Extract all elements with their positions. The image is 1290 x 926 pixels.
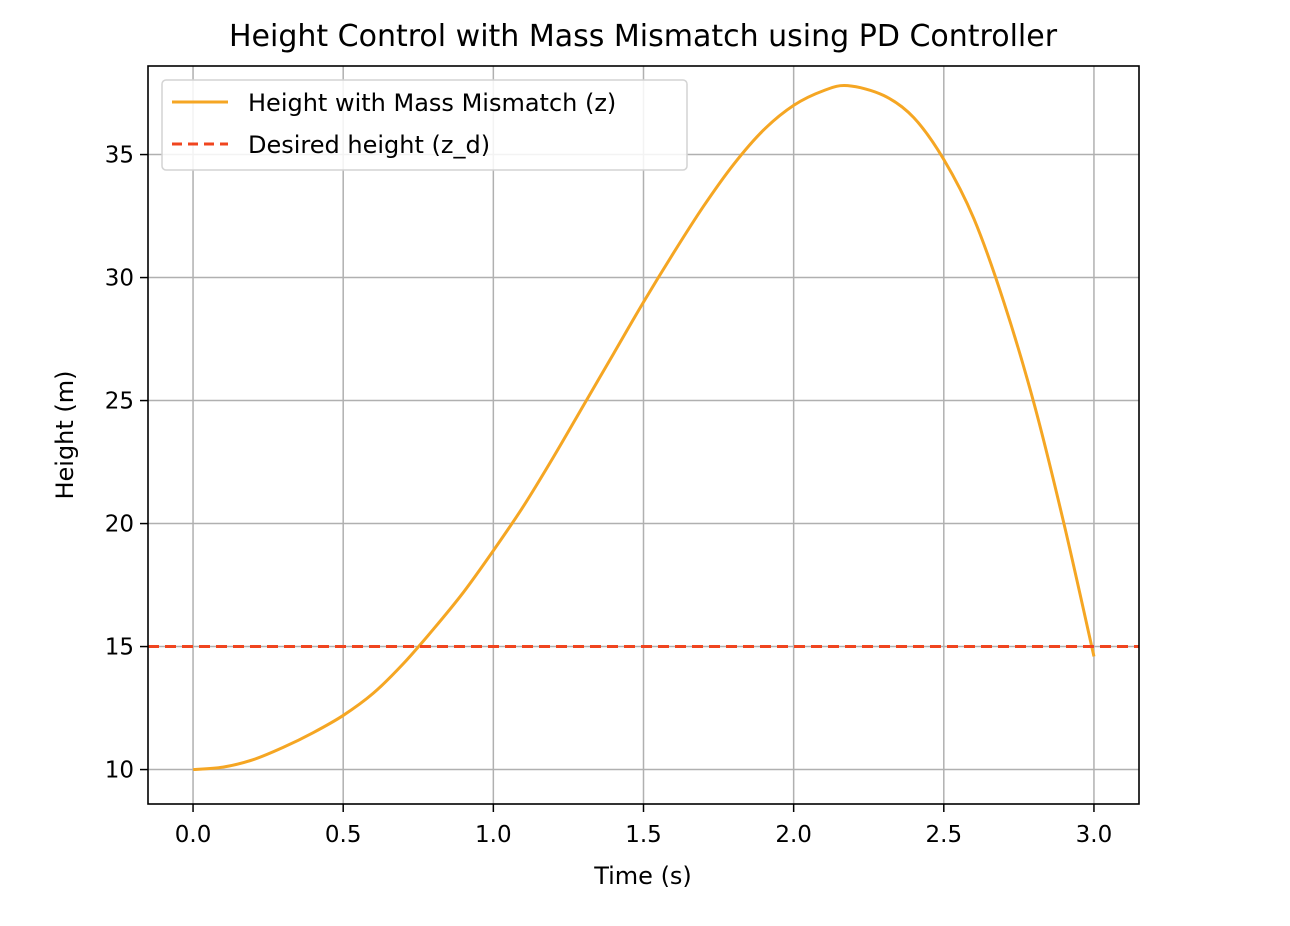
y-tick-label: 10: [105, 758, 134, 784]
x-tick-label: 0.0: [175, 822, 212, 848]
x-tick-label: 2.0: [775, 822, 812, 848]
grid: [148, 66, 1139, 804]
y-tick-label: 15: [105, 635, 134, 661]
x-tick-label: 0.5: [325, 822, 362, 848]
y-tick-label: 30: [105, 266, 134, 292]
plot-lines: [148, 84, 1139, 772]
legend: Height with Mass Mismatch (z) Desired he…: [161, 79, 688, 171]
y-tick-label: 35: [105, 143, 134, 169]
x-tick-label: 3.0: [1076, 822, 1113, 848]
series-line-height: [192, 84, 1096, 772]
x-tick-label: 2.5: [926, 822, 963, 848]
x-axis-ticks: 0.0 0.5 1.0 1.5 2.0 2.5 3.0: [175, 804, 1112, 848]
y-tick-label: 20: [105, 512, 134, 538]
x-tick-label: 1.0: [475, 822, 512, 848]
legend-label-height: Height with Mass Mismatch (z): [248, 89, 616, 117]
y-axis-label: Height (m): [51, 370, 79, 499]
y-tick-label: 25: [105, 389, 134, 415]
x-tick-label: 1.5: [625, 822, 662, 848]
legend-label-desired: Desired height (z_d): [248, 131, 490, 159]
x-axis-label: Time (s): [593, 862, 692, 890]
legend-box: [161, 79, 688, 171]
chart-title: Height Control with Mass Mismatch using …: [229, 19, 1058, 54]
y-axis-ticks: 10 15 20 25 30 35: [105, 143, 148, 784]
